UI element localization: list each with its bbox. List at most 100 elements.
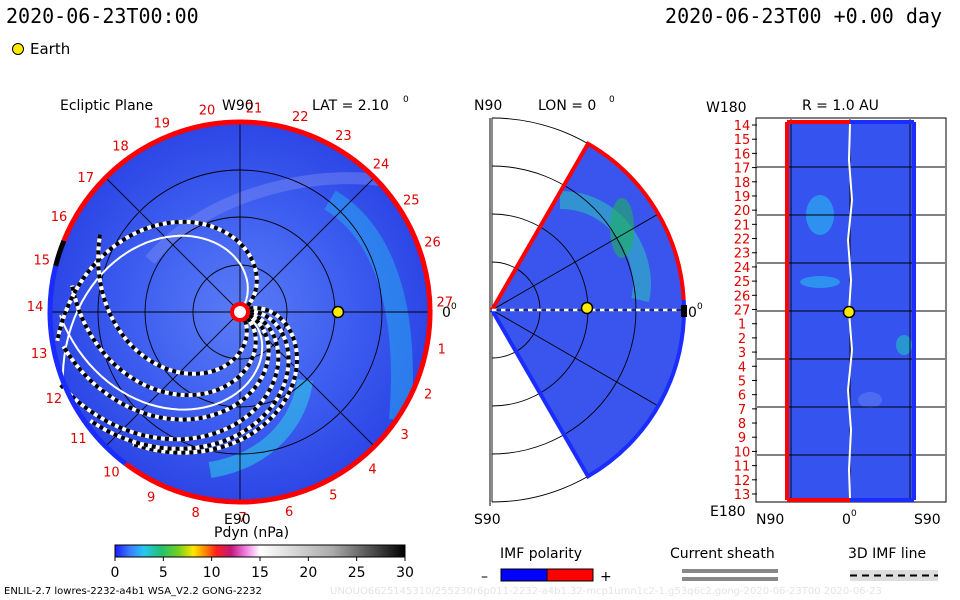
radial-y-tick-label: 7 [738, 403, 746, 418]
radial-y-tick-label: 25 [734, 275, 751, 290]
colorbar-ramp [114, 544, 406, 558]
meridional-earth-marker [580, 301, 594, 315]
colorbar-tick-label: 5 [159, 565, 168, 581]
radial-panel: 1415161718192021222324252627123456789101… [706, 98, 947, 528]
imf-plus-swatch [546, 568, 594, 582]
radial-y-tick-label: 24 [734, 261, 751, 276]
colorbar-tick-label: 10 [203, 565, 221, 581]
carrington-tick-label: 24 [373, 157, 390, 172]
carrington-tick-label: 4 [368, 462, 376, 477]
datetime-label: 2020-06-23T00:00 [6, 4, 199, 28]
colorbar: Pdyn (nPa) 0 5 10 15 20 25 30 [111, 525, 414, 581]
radial-x-right: S90 [914, 512, 941, 528]
lat-sup: 0 [403, 95, 409, 105]
radial-y-tick-label: 4 [738, 360, 746, 375]
imf-minus-label: – [481, 569, 488, 585]
radial-y-tick-label: 23 [734, 247, 751, 262]
meridional-top-label: N90 [474, 98, 502, 114]
ecliptic-top-label: W90 [222, 98, 254, 114]
colorbar-tick-label: 15 [251, 565, 269, 581]
ecliptic-imf-spiral-dash [61, 313, 271, 422]
radial-earth-marker [842, 305, 856, 319]
radial-y-tick-label: 9 [738, 431, 746, 446]
radial-title: R = 1.0 AU [802, 98, 879, 114]
radial-x-center-sup: 0 [851, 509, 857, 519]
carrington-tick-label: 5 [329, 489, 337, 504]
line-title: 3D IMF line [848, 546, 926, 562]
radial-y-tick-label: 2 [738, 332, 746, 347]
ecliptic-imf-spiral-dash [132, 305, 300, 455]
carrington-tick-label: 14 [27, 300, 44, 315]
watermark: UNOUO6625145310/255230r6p011-2232-a4b1.3… [330, 586, 882, 597]
radial-y-tick-label: 18 [734, 176, 751, 191]
radial-y-tick-label: 11 [734, 460, 751, 475]
radial-x-center: 0 [842, 512, 851, 528]
carrington-tick-label: 25 [403, 193, 420, 208]
carrington-tick-label: 11 [70, 432, 87, 447]
earth-marker [331, 305, 345, 319]
ecliptic-right-sup: 0 [451, 302, 457, 312]
ecliptic-imf-spiral-dash [56, 311, 281, 442]
lon-sup: 0 [609, 95, 615, 105]
carrington-tick-label: 21 [246, 101, 263, 116]
current-sheath-legend: Current sheath [670, 546, 778, 581]
radial-bottom-left-label: E180 [710, 504, 746, 520]
imf-plus-label: + [600, 569, 612, 585]
carrington-tick-label: 2 [424, 387, 432, 402]
sheath-title: Current sheath [670, 546, 775, 562]
radial-y-tick-label: 26 [734, 289, 751, 304]
carrington-tick-label: 26 [424, 235, 441, 250]
ecliptic-sheath-spiral [59, 314, 264, 411]
carrington-tick-label: 12 [46, 392, 63, 407]
carrington-tick-label: 23 [335, 129, 352, 144]
ecliptic-imf-spiral-dash [96, 234, 249, 376]
radial-y-tick-label: 6 [738, 389, 746, 404]
ecliptic-imf-spiral-dash [89, 309, 291, 451]
ecliptic-title: Ecliptic Plane [60, 98, 153, 114]
carrington-tick-label: 15 [34, 254, 51, 269]
radial-y-tick-label: 21 [734, 218, 751, 233]
carrington-tick-label: 18 [112, 139, 129, 154]
carrington-tick-label: 7 [238, 511, 246, 526]
colorbar-tick-label: 25 [348, 565, 366, 581]
imf-title: IMF polarity [500, 546, 582, 562]
lon-label: LON = 0 [538, 98, 596, 114]
radial-y-tick-label: 13 [734, 488, 751, 503]
carrington-tick-label: 22 [292, 110, 309, 125]
colorbar-title: Pdyn (nPa) [214, 525, 289, 541]
colorbar-tick-label: 30 [396, 565, 414, 581]
radial-y-tick-label: 27 [734, 304, 751, 319]
carrington-tick-label: 19 [153, 117, 170, 132]
sheath-swatch-1 [682, 569, 778, 573]
line-swatch-bg [850, 570, 938, 581]
imf-polarity-legend: IMF polarity – + [481, 546, 612, 585]
radial-y-tick-label: 20 [734, 204, 751, 219]
imf-minus-swatch [500, 568, 548, 582]
ecliptic-features [145, 172, 413, 478]
radial-x-left: N90 [756, 512, 784, 528]
ecliptic-bottom-label: E90 [224, 512, 251, 528]
radial-y-tick-label: 17 [734, 162, 751, 177]
carrington-tick-label: 16 [51, 210, 68, 225]
radial-y-tick-label: 1 [738, 318, 746, 333]
lat-label: LAT = 2.10 [312, 98, 389, 114]
radial-y-tick-label: 8 [738, 417, 746, 432]
radial-y-tick-label: 19 [734, 190, 751, 205]
radial-y-tick-label: 22 [734, 233, 751, 248]
radial-y-tick-label: 16 [734, 147, 751, 162]
radial-y-tick-label: 14 [734, 119, 751, 134]
radial-y-tick-label: 10 [734, 445, 751, 460]
carrington-tick-label: 9 [147, 491, 155, 506]
carrington-tick-label: 20 [199, 104, 216, 119]
radial-y-tick-label: 15 [734, 133, 751, 148]
radial-y-tick-label: 5 [738, 374, 746, 389]
radial-top-left-label: W180 [706, 100, 747, 116]
radial-y-tick-label: 12 [734, 474, 751, 489]
colorbar-tick-label: 20 [299, 565, 317, 581]
carrington-tick-label: 3 [401, 428, 409, 443]
ecliptic-sheath-spiral [61, 234, 249, 410]
carrington-tick-label: 17 [77, 171, 94, 186]
meridional-right-label: 0 [688, 305, 697, 321]
